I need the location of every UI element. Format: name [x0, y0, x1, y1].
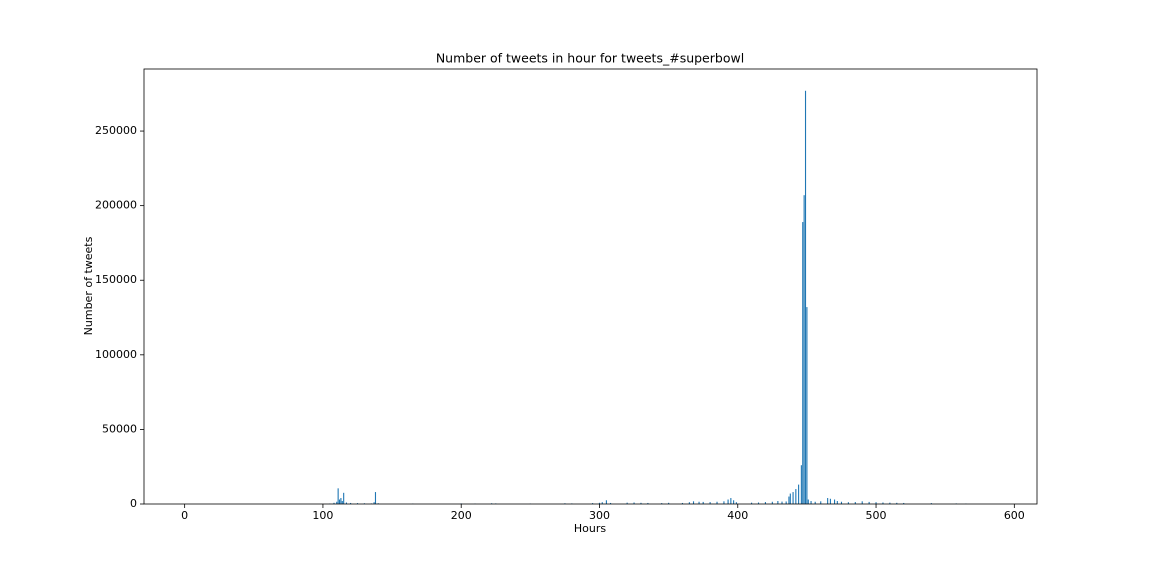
- bar: [861, 501, 863, 504]
- bar: [702, 501, 704, 504]
- bar: [374, 492, 377, 504]
- bar: [609, 502, 612, 504]
- bar: [834, 499, 836, 504]
- bar: [723, 501, 725, 504]
- y-tick-label: 50000: [102, 422, 137, 435]
- bar: [798, 484, 800, 504]
- bar: [807, 499, 809, 504]
- bar: [829, 498, 831, 504]
- bar: [803, 195, 805, 504]
- y-tick-label: 200000: [95, 199, 137, 212]
- bar: [882, 502, 884, 504]
- bar: [333, 502, 335, 504]
- bar: [709, 502, 711, 504]
- bar: [810, 501, 812, 504]
- bar: [350, 502, 352, 504]
- bar: [781, 501, 783, 504]
- bar: [735, 502, 737, 504]
- plot-frame: [143, 68, 1038, 505]
- y-axis-label: Number of tweets: [82, 236, 95, 335]
- bar: [598, 502, 601, 504]
- bar: [626, 502, 628, 504]
- bar: [640, 502, 642, 504]
- bar: [681, 502, 684, 504]
- bar: [771, 501, 773, 504]
- x-axis-label: Hours: [574, 522, 606, 535]
- bar: [341, 501, 343, 504]
- x-tick-label: 500: [866, 509, 887, 522]
- bar: [757, 502, 760, 504]
- bar: [804, 90, 807, 504]
- bar: [688, 502, 690, 504]
- x-tick-label: 100: [312, 509, 333, 522]
- bar: [337, 488, 339, 504]
- bar: [716, 501, 718, 504]
- x-tick-label: 600: [1004, 509, 1025, 522]
- bar: [668, 502, 670, 504]
- bar: [592, 503, 594, 504]
- bar: [733, 500, 735, 504]
- bar: [764, 502, 766, 504]
- bar: [605, 500, 607, 504]
- bar: [802, 222, 804, 505]
- bar: [795, 489, 797, 504]
- bar: [930, 503, 932, 504]
- y-tick-label: 0: [130, 497, 137, 510]
- bar: [788, 496, 790, 504]
- bar: [777, 501, 779, 504]
- bar: [373, 502, 375, 504]
- bar: [836, 501, 838, 504]
- y-tick-label: 150000: [95, 273, 137, 286]
- bar: [356, 503, 359, 504]
- bar: [806, 307, 808, 504]
- bar: [661, 503, 663, 504]
- x-tick-label: 0: [181, 509, 188, 522]
- x-tick-label: 300: [589, 509, 610, 522]
- bar: [785, 501, 787, 504]
- chart-title: Number of tweets in hour for tweets_#sup…: [436, 51, 744, 66]
- bar: [751, 502, 753, 504]
- bar: [340, 498, 342, 504]
- x-tick-label: 400: [727, 509, 748, 522]
- y-tick-label: 100000: [95, 348, 137, 361]
- bar: [875, 502, 877, 504]
- bar: [343, 492, 345, 504]
- bar: [698, 501, 700, 504]
- y-tick-label: 250000: [95, 124, 137, 137]
- bar: [345, 502, 347, 504]
- bar: [847, 502, 849, 504]
- bar: [730, 498, 732, 504]
- bar: [647, 502, 649, 504]
- bar: [727, 499, 729, 504]
- bar: [338, 499, 341, 504]
- bar: [692, 501, 695, 504]
- bar: [800, 465, 802, 504]
- bar: [601, 502, 603, 504]
- bar: [792, 492, 794, 504]
- bar: [840, 501, 843, 504]
- bar: [789, 493, 791, 504]
- bar: [868, 501, 870, 504]
- bar: [889, 502, 891, 504]
- bar: [814, 501, 816, 504]
- bar: [896, 502, 898, 504]
- bar: [827, 498, 829, 504]
- bar: [633, 502, 635, 504]
- bar: [854, 502, 856, 504]
- bar: [903, 502, 905, 504]
- bar: [336, 501, 338, 504]
- bar: [820, 501, 822, 504]
- x-tick-label: 200: [451, 509, 472, 522]
